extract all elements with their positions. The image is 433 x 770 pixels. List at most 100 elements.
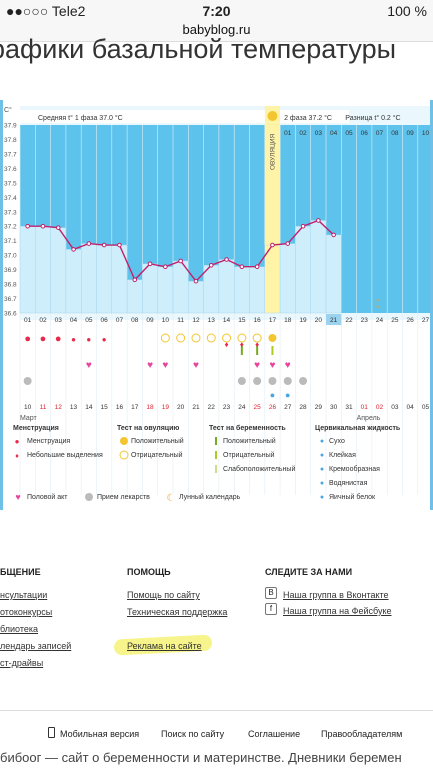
- vk-icon: B: [265, 587, 277, 599]
- site-tagline: бибоог — сайт о беременности и материнст…: [0, 750, 402, 765]
- footer-link-fb[interactable]: Наша группа на Фейсбуке: [283, 606, 392, 616]
- y-tick-label: 37.2: [4, 224, 17, 231]
- temperature-point: [178, 258, 183, 264]
- pregnancy-test-mark: [240, 346, 243, 355]
- battery-label: 100 %: [387, 3, 427, 19]
- temperature-bar: [96, 244, 113, 314]
- footer-link-photo[interactable]: отоконкурсы: [0, 607, 53, 617]
- temperature-bar: [279, 243, 296, 314]
- y-tick-label: 37.7: [4, 151, 17, 158]
- small-drop: ♦: [225, 340, 229, 349]
- pill-icon: [268, 377, 277, 385]
- temperature-bar: [249, 266, 266, 314]
- menstruation-drop: ●: [102, 335, 107, 344]
- footer-link-support[interactable]: Техническая поддержка: [127, 607, 228, 617]
- month-label-1: Март: [20, 415, 38, 422]
- temperature-bar: [325, 234, 342, 314]
- y-tick-label: 37.8: [4, 137, 17, 144]
- legend-fluid-icon: ●: [320, 466, 324, 473]
- diff-label: Разница t° 0.2 °C: [345, 114, 400, 122]
- legend-preg-positive: Положительный: [223, 437, 276, 445]
- cycle-day-label: 03: [55, 317, 63, 324]
- y-tick-label: 37.5: [4, 180, 17, 187]
- legend-ov-negative: Отрицательный: [131, 451, 183, 459]
- legend-lunar: Лунный календарь: [179, 493, 241, 501]
- cycle-day-label: 01: [24, 317, 32, 324]
- y-tick-label: 36.7: [4, 296, 17, 303]
- legend-preg-icon: [215, 451, 217, 459]
- sun-icon: [267, 111, 278, 121]
- temperature-point: [117, 242, 122, 248]
- temperature-point: [285, 241, 291, 246]
- date-label: 17: [131, 404, 139, 411]
- bottom-link-agreement[interactable]: Соглашение: [248, 729, 301, 739]
- temperature-bar: [310, 220, 327, 314]
- top-day-label: 10: [422, 130, 430, 137]
- legend-pregtest-title: Тест на беременность: [209, 424, 286, 432]
- ovulation-test-negative: [252, 333, 262, 343]
- menstruation-drop: ●: [24, 333, 31, 345]
- date-label: 10: [24, 404, 32, 411]
- footer-help-title: ПОМОЩЬ: [127, 567, 171, 577]
- temperature-point: [25, 223, 30, 229]
- date-label: 27: [284, 404, 292, 411]
- temperature-bar: [142, 263, 158, 314]
- footer-link-vk[interactable]: Наша группа в Вконтакте: [283, 590, 389, 600]
- temperature-point: [101, 242, 107, 248]
- footer-link-library[interactable]: блиотека: [0, 624, 39, 634]
- phase1-strip: [20, 110, 265, 123]
- cycle-day-label: 08: [131, 317, 139, 324]
- temperature-bar: [126, 279, 143, 314]
- footer-link-help[interactable]: Помощь по сайту: [127, 590, 200, 600]
- cycle-day-label: 23: [361, 317, 369, 324]
- date-label: 15: [101, 404, 109, 411]
- legend-menstruation: Менструация: [27, 438, 70, 445]
- bottom-link-search[interactable]: Поиск по сайту: [161, 729, 225, 739]
- cycle-day-label: 14: [223, 317, 231, 324]
- status-bar: ●●○○○ Tele2 7:20 100 %: [0, 0, 433, 22]
- legend-fluid-icon: ●: [320, 438, 324, 445]
- footer-link-testdrive[interactable]: ст-драйвы: [0, 658, 44, 668]
- date-label: 01: [361, 404, 369, 411]
- pill-icon: [237, 377, 246, 385]
- footer-link-ads[interactable]: Реклама на сайте: [127, 641, 202, 651]
- temperature-point: [55, 225, 61, 230]
- temperature-point: [147, 261, 153, 267]
- temperature-bar: [65, 249, 82, 314]
- date-label: 14: [85, 404, 93, 411]
- url-text: babyblog.ru: [182, 22, 251, 37]
- date-label: 24: [238, 404, 246, 411]
- ovulation-test-negative: [191, 333, 201, 343]
- date-label: 11: [40, 404, 47, 411]
- temperature-point: [208, 262, 214, 268]
- y-tick-label: 36.6: [4, 311, 17, 318]
- month-label-2: Апрель: [357, 415, 381, 422]
- footer-link-calendar[interactable]: лендарь записей: [0, 641, 72, 651]
- date-label: 03: [391, 404, 399, 411]
- cycle-day-label: 04: [70, 317, 78, 324]
- cycle-day-label: 15: [238, 317, 246, 324]
- cycle-day-label: 10: [162, 317, 170, 324]
- date-label: 20: [177, 404, 185, 411]
- legend-ov-negative-icon: [119, 450, 129, 460]
- cycle-day-label: 16: [254, 317, 262, 324]
- bottom-link-rights[interactable]: Правообладателям: [321, 729, 403, 739]
- pill-icon: [23, 377, 32, 385]
- temperature-point: [40, 223, 46, 229]
- clock: 7:20: [202, 3, 231, 19]
- legend-fluid-icon: ●: [320, 480, 324, 487]
- date-label: 29: [315, 404, 323, 411]
- cycle-day-label: 19: [299, 317, 307, 324]
- menstruation-drop: ●: [40, 333, 47, 345]
- ovulation-test-positive: [268, 334, 277, 342]
- footer-link-consult[interactable]: нсультации: [0, 590, 48, 600]
- url-bar[interactable]: babyblog.ru: [0, 22, 433, 42]
- bottom-link-mobile[interactable]: Мобильная версия: [60, 729, 140, 739]
- cycle-day-label: 27: [422, 317, 430, 324]
- menstruation-drop: ●: [55, 333, 62, 345]
- date-label: 21: [192, 404, 200, 411]
- ovulation-test-negative: [176, 333, 186, 343]
- y-tick-label: 37.9: [4, 123, 17, 130]
- date-label: 25: [254, 404, 262, 411]
- temperature-point: [300, 223, 306, 229]
